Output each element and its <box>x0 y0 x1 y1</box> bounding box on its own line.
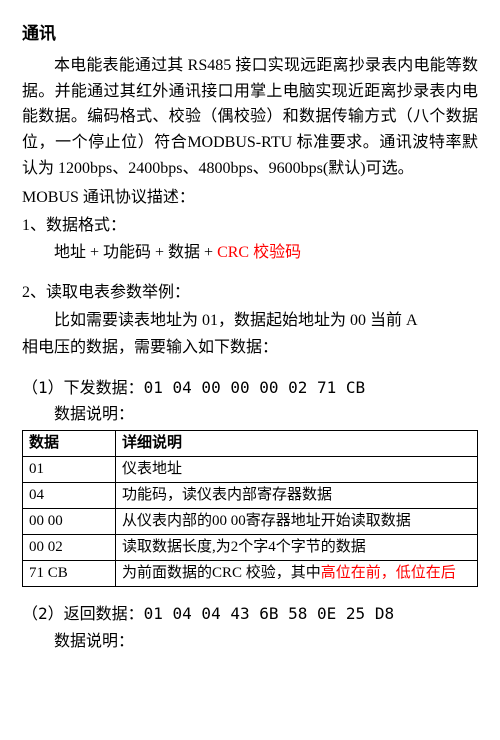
table-row: 00 00 从仪表内部的00 00寄存器地址开始读取数据 <box>23 508 478 534</box>
table-row: 01 仪表地址 <box>23 456 478 482</box>
recv-data-header: （2）返回数据：01 04 04 43 6B 58 0E 25 D8 <box>22 601 478 627</box>
send-data-note: 数据说明： <box>22 402 478 428</box>
table-cell: 71 CB <box>23 560 116 586</box>
page-title: 通讯 <box>22 20 478 47</box>
section-1-header: 1、数据格式： <box>22 213 478 239</box>
table-cell-red: 高位在前，低位在后 <box>321 565 456 581</box>
table-cell: 为前面数据的CRC 校验，其中高位在前，低位在后 <box>116 560 478 586</box>
send-data-table: 数据 详细说明 01 仪表地址 04 功能码，读仪表内部寄存器数据 00 00 … <box>22 430 478 587</box>
table-col-header-desc: 详细说明 <box>116 430 478 456</box>
table-cell: 仪表地址 <box>116 456 478 482</box>
section-2-example-line1: 比如需要读表地址为 01，数据起始地址为 00 当前 A <box>22 308 478 334</box>
send-data-header: （1）下发数据：01 04 00 00 00 02 71 CB <box>22 375 478 401</box>
table-row: 04 功能码，读仪表内部寄存器数据 <box>23 482 478 508</box>
table-col-header-data: 数据 <box>23 430 116 456</box>
table-cell: 读取数据长度,为2个字4个字节的数据 <box>116 534 478 560</box>
table-row: 71 CB 为前面数据的CRC 校验，其中高位在前，低位在后 <box>23 560 478 586</box>
section-2-example-line2: 相电压的数据，需要输入如下数据： <box>22 335 478 361</box>
protocol-desc-line: MOBUS 通讯协议描述： <box>22 185 478 211</box>
intro-paragraph: 本电能表能通过其 RS485 接口实现远距离抄录表内电能等数据。并能通过其红外通… <box>22 53 478 181</box>
table-cell: 功能码，读仪表内部寄存器数据 <box>116 482 478 508</box>
table-cell: 00 02 <box>23 534 116 560</box>
table-row: 00 02 读取数据长度,为2个字4个字节的数据 <box>23 534 478 560</box>
format-prefix: 地址 + 功能码 + 数据 + <box>54 244 217 261</box>
section-2-header: 2、读取电表参数举例： <box>22 280 478 306</box>
recv-data-note: 数据说明： <box>22 629 478 655</box>
table-header-row: 数据 详细说明 <box>23 430 478 456</box>
table-cell: 04 <box>23 482 116 508</box>
table-cell-text: 为前面数据的CRC 校验，其中 <box>122 565 321 581</box>
table-cell: 从仪表内部的00 00寄存器地址开始读取数据 <box>116 508 478 534</box>
table-cell: 00 00 <box>23 508 116 534</box>
section-1-format: 地址 + 功能码 + 数据 + CRC 校验码 <box>22 240 478 266</box>
table-cell: 01 <box>23 456 116 482</box>
format-crc-red: CRC 校验码 <box>217 244 301 261</box>
